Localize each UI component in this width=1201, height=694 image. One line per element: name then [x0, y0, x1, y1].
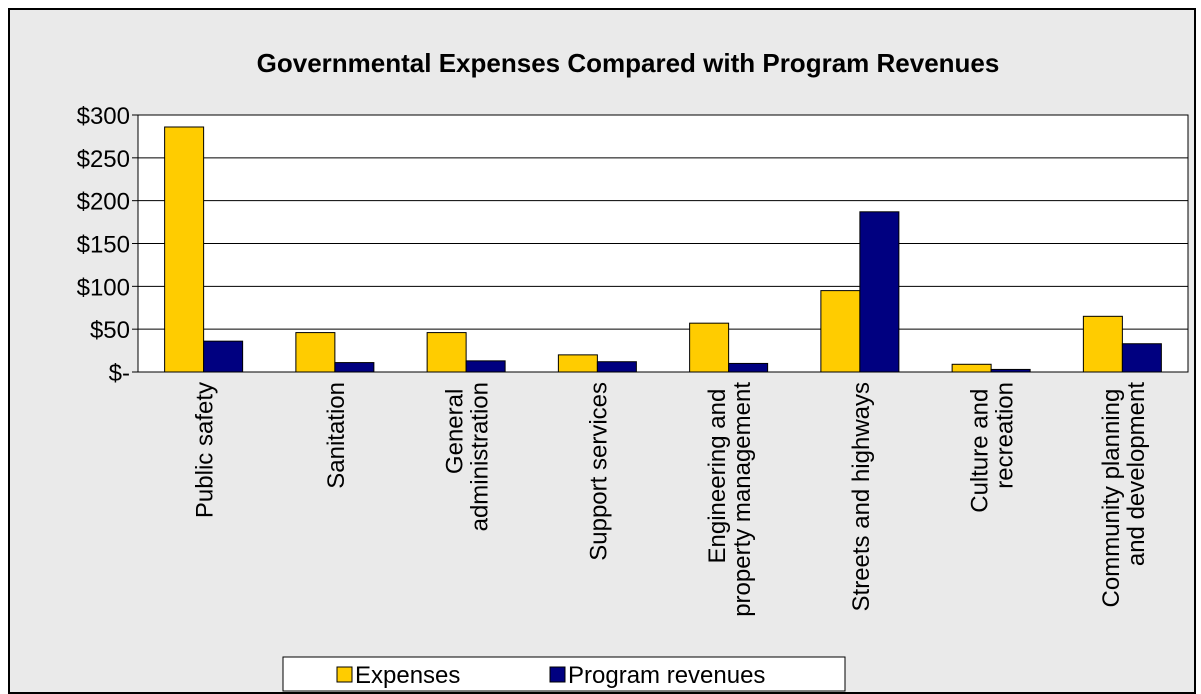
bar [334, 362, 375, 373]
bar [820, 290, 861, 373]
x-tick-label: Sanitation [323, 382, 350, 489]
bar [859, 211, 900, 373]
chart-title: Governmental Expenses Compared with Prog… [257, 48, 1000, 78]
bar [1082, 315, 1123, 373]
x-tick-label: Community planning and development [1098, 382, 1150, 608]
x-tick-label: Engineering and property management [704, 382, 756, 617]
bar [990, 368, 1031, 373]
bar [728, 362, 769, 373]
bar [426, 332, 467, 373]
y-tick-label: $100 [77, 274, 130, 301]
bar [295, 332, 336, 373]
y-tick-label: $150 [77, 232, 130, 259]
y-tick-label: $200 [77, 189, 130, 216]
legend: Expenses Program revenues [282, 656, 846, 692]
legend-swatch [336, 666, 353, 683]
bar [465, 360, 506, 373]
y-tick-label: $50 [90, 317, 130, 344]
legend-label: Program revenues [568, 662, 765, 689]
y-tick-label: $250 [77, 146, 130, 173]
bar [951, 363, 992, 373]
x-tick-label: Streets and highways [848, 382, 875, 611]
x-tick-label: Public safety [192, 382, 219, 518]
x-tick-label: Culture and recreation [967, 382, 1019, 513]
y-tick-label: $- [109, 360, 130, 387]
bar [164, 126, 205, 373]
bar [1121, 343, 1162, 373]
bar [689, 322, 730, 373]
legend-swatch [549, 666, 566, 683]
x-tick-label: Support services [585, 382, 612, 561]
legend-label: Expenses [355, 662, 460, 689]
bar [596, 361, 637, 373]
bar [557, 354, 598, 373]
x-tick-label: General administration [442, 382, 494, 531]
y-tick-label: $300 [77, 103, 130, 130]
bar [203, 340, 244, 373]
